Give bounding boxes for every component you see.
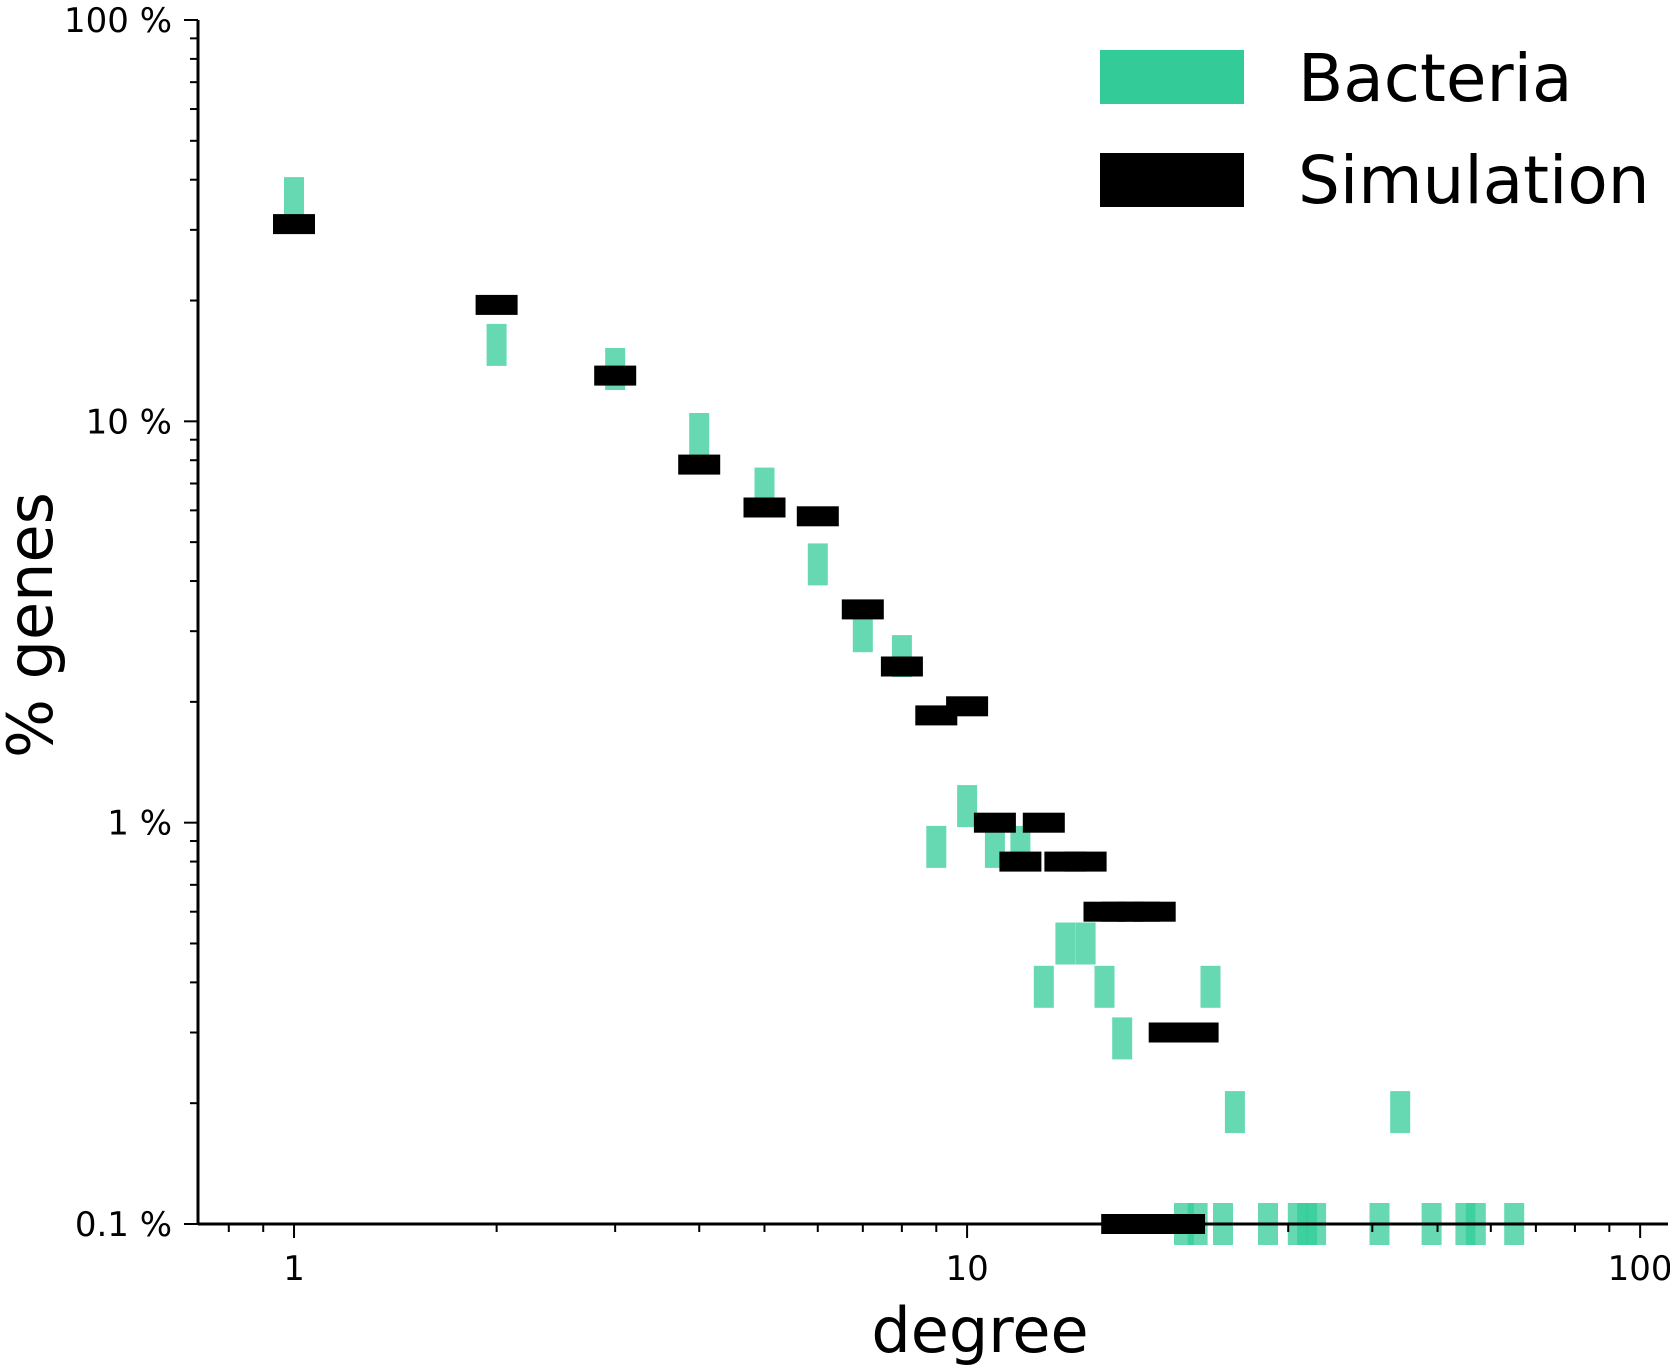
simulation-point xyxy=(1064,851,1107,872)
bacteria-point xyxy=(807,543,828,586)
simulation-point xyxy=(999,851,1042,872)
simulation-point xyxy=(946,696,989,717)
x-tick-label: 1 xyxy=(283,1249,305,1289)
simulation-point xyxy=(594,365,637,386)
y-tick-label: 0.1 % xyxy=(75,1205,172,1245)
bacteria-point xyxy=(486,323,507,366)
bacteria-point xyxy=(1033,965,1054,1008)
simulation-point xyxy=(1176,1022,1219,1043)
x-tick-label: 100 xyxy=(1608,1249,1670,1289)
simulation-point xyxy=(973,812,1016,833)
bacteria-point xyxy=(1055,922,1076,965)
simulation-marks xyxy=(273,214,1219,1234)
simulation-point xyxy=(678,454,721,475)
bacteria-point xyxy=(284,177,304,220)
x-axis-label: degree xyxy=(871,1294,1088,1367)
bacteria-point xyxy=(926,825,947,868)
simulation-point xyxy=(1022,812,1065,833)
y-tick-label: 10 % xyxy=(86,402,172,442)
simulation-point xyxy=(841,599,884,620)
y-tick-label: 100 % xyxy=(64,1,172,41)
y-axis-label: % genes xyxy=(0,492,67,758)
bacteria-marks xyxy=(284,177,1525,1245)
legend-label-simulation: Simulation xyxy=(1298,142,1650,219)
simulation-point xyxy=(273,214,315,235)
simulation-point xyxy=(743,497,786,518)
legend-label-bacteria: Bacteria xyxy=(1298,40,1572,117)
legend: Bacteria Simulation xyxy=(1100,40,1650,219)
axes xyxy=(196,20,1668,1226)
bacteria-point xyxy=(957,785,978,828)
bacteria-point xyxy=(1224,1091,1245,1134)
bacteria-point xyxy=(1075,922,1096,965)
tick-marks xyxy=(184,19,1642,1238)
bacteria-point xyxy=(689,413,710,455)
x-tick-label: 10 xyxy=(945,1249,988,1289)
bacteria-point xyxy=(1200,965,1221,1008)
bacteria-point xyxy=(1390,1091,1411,1134)
legend-swatch-simulation xyxy=(1100,153,1244,207)
legend-swatch-bacteria xyxy=(1100,50,1244,104)
bacteria-point xyxy=(1112,1017,1133,1060)
tick-labels: 1 10 100 0.1 % 1 % 10 % 100 % xyxy=(64,1,1670,1289)
simulation-point xyxy=(475,294,518,315)
bacteria-point xyxy=(1094,965,1115,1008)
bacteria-point xyxy=(852,610,873,653)
simulation-point xyxy=(1133,901,1176,922)
simulation-point xyxy=(880,656,923,677)
simulation-point xyxy=(796,506,839,527)
y-tick-label: 1 % xyxy=(107,804,172,844)
